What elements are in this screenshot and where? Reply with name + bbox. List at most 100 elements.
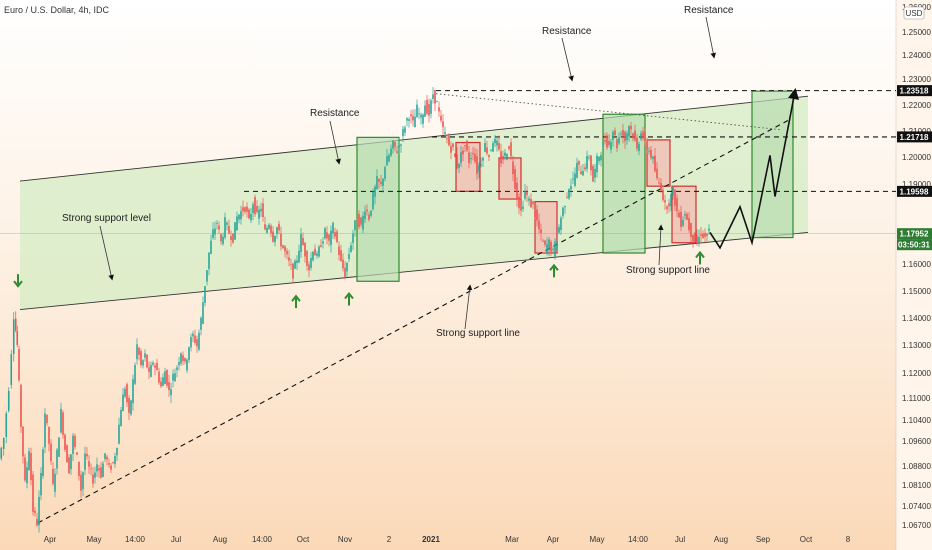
candle-body [482, 157, 484, 161]
candle-body [548, 239, 550, 251]
candle-body [492, 143, 494, 152]
candle-body [108, 463, 110, 465]
candle-body [188, 347, 190, 360]
candle-body [194, 335, 196, 343]
candle-body [462, 150, 464, 155]
candle-body [486, 147, 488, 154]
candle-body [420, 114, 422, 118]
candle-body [168, 382, 170, 391]
candle-body [704, 232, 706, 237]
candle-body [316, 253, 318, 256]
y-tick-label: 1.25000 [902, 28, 931, 37]
candle-body [5, 413, 8, 438]
candle-body [472, 152, 474, 155]
candle-body [656, 168, 658, 179]
candle-body [560, 217, 562, 230]
candle-body [602, 141, 604, 147]
candle-body [620, 133, 622, 135]
candle-body [126, 384, 128, 403]
candle-body [498, 142, 500, 150]
candle-body [174, 373, 176, 382]
candle-body [244, 207, 246, 212]
candle-body [532, 201, 534, 205]
candle-body [266, 227, 268, 233]
candle-body [270, 225, 272, 234]
candle-body [476, 156, 478, 174]
candle-body [26, 467, 28, 484]
candle-body [328, 234, 330, 241]
candle-body [346, 262, 348, 272]
candle-body [64, 434, 66, 450]
candle-body [350, 245, 352, 252]
y-tick-label: 1.08100 [902, 481, 931, 490]
annotation-pointer-2 [705, 16, 716, 59]
red-box-2 [534, 201, 558, 254]
y-tick-label: 1.22000 [902, 101, 931, 110]
candle-body [40, 472, 42, 496]
candle-body [146, 354, 148, 368]
candle-body [470, 158, 472, 160]
candle-body [320, 245, 322, 248]
candle-body [580, 171, 582, 175]
candle-body [510, 142, 512, 157]
candle-body [36, 518, 38, 526]
channel-lower-line [19, 232, 809, 310]
support-arrow-up-2-head [549, 263, 559, 271]
candle-body [460, 152, 462, 163]
candle-body [184, 358, 186, 362]
candle-body [406, 118, 408, 121]
chart-title: Euro / U.S. Dollar, 4h, IDC [4, 5, 110, 15]
channel-upper-line [19, 95, 809, 182]
candle-body [478, 165, 480, 172]
annotation-pointer-5 [464, 284, 473, 330]
x-tick-label: Aug [714, 535, 728, 544]
candle-body [400, 144, 402, 146]
candle-body [94, 472, 96, 478]
annotation-resistance-2: Resistance [542, 26, 592, 37]
candle-body [294, 260, 296, 269]
candle-body [34, 510, 36, 513]
candle-body [430, 100, 432, 114]
candle-body [646, 142, 648, 150]
candle-body [72, 435, 74, 454]
red-box-0 [455, 141, 481, 192]
candle-body [260, 208, 262, 212]
candle-body [508, 146, 510, 149]
annotation-strong-support-level: Strong support level [62, 213, 151, 224]
price-label-bg [897, 131, 932, 143]
support-arrow-up-1-head [344, 291, 354, 300]
candle-body [506, 154, 508, 160]
candle-body [100, 467, 102, 478]
candle-body [252, 204, 254, 214]
currency-badge[interactable]: USD [903, 6, 925, 20]
candle-body [698, 236, 700, 243]
y-tick-label: 1.09600 [902, 437, 931, 446]
candle-body [276, 227, 278, 235]
candle-body [564, 205, 566, 208]
candle-body [226, 222, 228, 225]
candle-body [318, 246, 320, 257]
candle-body [128, 398, 130, 413]
candle-body [116, 448, 118, 456]
candle-body [16, 330, 19, 346]
candle-body [96, 464, 98, 472]
support-arrow-up-1 [344, 291, 354, 306]
candle-body [398, 145, 400, 148]
candle-body [428, 104, 430, 116]
candle-body [696, 235, 698, 243]
candle-body [132, 379, 134, 404]
candle-body [642, 131, 644, 139]
candle-body [262, 203, 264, 218]
candle-body [182, 355, 184, 361]
y-tick-label: 1.20000 [902, 153, 931, 162]
candle-body [624, 131, 626, 142]
candle-body [452, 143, 454, 148]
x-tick-label: May [589, 535, 604, 544]
candle-body [172, 373, 174, 381]
candle-body [544, 240, 546, 245]
candle-body [348, 254, 350, 259]
price-label: 03:50:31 [898, 241, 931, 250]
candle-body [306, 251, 308, 266]
